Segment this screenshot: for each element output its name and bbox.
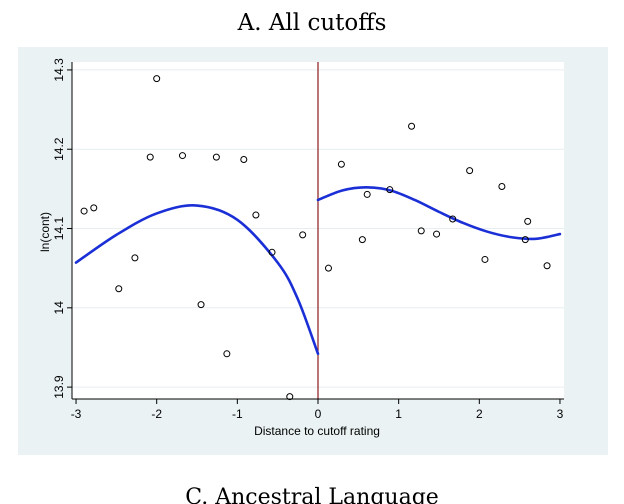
x-tick-label: -1 <box>232 407 243 421</box>
x-tick-label: -3 <box>71 407 82 421</box>
scatter-point <box>466 167 474 175</box>
scatter-point <box>324 264 332 272</box>
axes: 13.9 14 14.1 14.2 14.3 -3 -2 -1 0 1 2 3 <box>52 58 564 421</box>
scatter-point <box>252 211 260 219</box>
y-axis-label: ln(cont) <box>38 212 52 252</box>
scatter-point <box>131 254 139 262</box>
scatter-point <box>543 262 551 270</box>
scatter-point <box>153 75 161 83</box>
scatter-point <box>363 190 371 198</box>
fit-lines <box>74 185 562 356</box>
scatter-point <box>268 248 276 256</box>
scatter-point <box>212 153 220 161</box>
scatter-point <box>299 231 307 239</box>
scatter-point <box>358 236 366 244</box>
scatter-point <box>449 215 457 223</box>
chart-title: A. All cutoffs <box>237 10 387 36</box>
scatter-point <box>521 236 529 244</box>
fit-line-left <box>74 204 320 356</box>
x-tick-label: 2 <box>476 407 483 421</box>
scatter-point <box>386 186 394 194</box>
x-tick-label: 1 <box>395 407 402 421</box>
y-tick-label: 14.2 <box>52 137 66 161</box>
scatter-point <box>178 152 186 160</box>
scatter-point <box>433 230 441 238</box>
y-tick-label: 14 <box>52 301 66 315</box>
fit-line-right <box>316 185 562 241</box>
scatter-point <box>481 255 489 263</box>
scatter-point <box>337 160 345 168</box>
scatter-point <box>80 207 88 215</box>
scatter-point <box>498 182 506 190</box>
scatter-point <box>115 285 123 293</box>
scatter-point <box>223 350 231 358</box>
y-tick-label: 14.1 <box>52 217 66 241</box>
scatter-point <box>197 301 205 309</box>
data-points <box>80 75 551 401</box>
x-tick-label: 3 <box>557 407 564 421</box>
figure-caption: C. Ancestral Language <box>185 485 439 504</box>
scatter-point <box>286 393 294 401</box>
scatter-point <box>417 227 425 235</box>
scatter-point <box>240 156 248 164</box>
scatter-point <box>524 217 532 225</box>
scatter-point <box>408 122 416 130</box>
x-tick-label: -2 <box>151 407 162 421</box>
x-tick-label: 0 <box>315 407 322 421</box>
y-tick-label: 14.3 <box>52 58 66 82</box>
x-axis-label: Distance to cutoff rating <box>254 424 380 438</box>
scatter-point <box>146 153 154 161</box>
y-tick-label: 13.9 <box>52 375 66 399</box>
scatter-point <box>90 204 98 212</box>
